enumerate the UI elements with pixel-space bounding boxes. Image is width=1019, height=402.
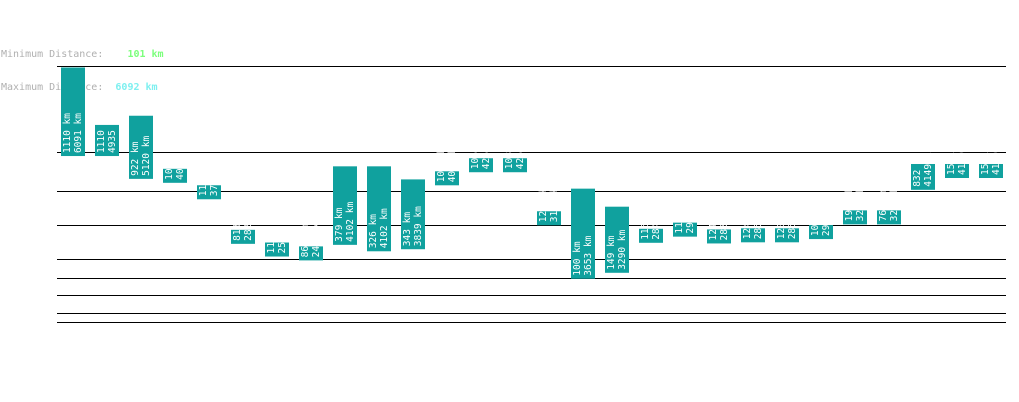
bar [843, 210, 867, 225]
bar [435, 171, 459, 186]
bar [741, 228, 765, 243]
bars [61, 67, 1003, 279]
bar-min-label: 1288 km [538, 182, 549, 222]
bar [605, 206, 629, 273]
bar [95, 124, 119, 157]
bar-max-label: 3290 km [617, 229, 628, 269]
bar-min-label: 1206 km [776, 199, 787, 239]
bar-min-label: 326 km [368, 214, 379, 249]
bar [401, 179, 425, 250]
bar-min-label: 149 km [606, 235, 617, 270]
bar-min-label: 1247 km [742, 199, 753, 239]
bar-max-label: 2824 km [243, 201, 254, 241]
bar-min-label: 1096 km [164, 139, 175, 179]
bar-max-label: 3721 km [209, 156, 220, 196]
bar [537, 211, 561, 226]
bar-max-label: 4002 km [447, 142, 458, 182]
bar-max-label: 3216 km [889, 181, 900, 221]
bar [775, 228, 799, 243]
bar-min-label: 1086 km [504, 129, 515, 169]
bar-min-label: 922 km [130, 141, 141, 176]
bar [673, 222, 697, 237]
bar-max-label: 4149 km [923, 146, 934, 186]
bar-min-label: 1581 km [980, 135, 991, 175]
bar [333, 166, 357, 245]
bar-max-label: 4149 km [957, 135, 968, 175]
bar-min-label: 1110 km [96, 113, 107, 153]
bar-min-label: 343 km [402, 212, 413, 247]
bar-max-label: 2832 km [719, 200, 730, 240]
bar-min-label: 1103 km [266, 213, 277, 253]
bar-max-label: 4935 km [107, 113, 118, 153]
bar [911, 163, 935, 190]
bar [197, 185, 221, 200]
legend-min-label: Minimum Distance: [1, 49, 104, 60]
bar-min-label: 1166 km [640, 199, 651, 239]
bar [163, 168, 187, 183]
legend-min-value: 101 km [127, 49, 164, 60]
bar-max-label: 2491 km [311, 217, 322, 257]
bar-max-label: 4149 km [991, 135, 1002, 175]
gridlines [57, 66, 1006, 323]
bar-max-label: 3216 km [855, 181, 866, 221]
bar-max-label: 6091 km [73, 113, 84, 153]
bar-max-label: 5120 km [141, 136, 152, 176]
bar [877, 210, 901, 225]
bar-max-label: 2855 km [753, 199, 764, 239]
bar [503, 158, 527, 173]
bar-max-label: 4265 km [515, 129, 526, 169]
bar-min-label: 379 km [334, 207, 345, 242]
bar [299, 246, 323, 261]
bar-max-label: 3839 km [413, 206, 424, 246]
bar-min-label: 1107 km [198, 156, 209, 196]
bar [639, 228, 663, 243]
legend-max-value: 6092 km [115, 82, 158, 93]
bar [469, 158, 493, 173]
bar [367, 166, 391, 252]
bar-max-label: 2855 km [787, 199, 798, 239]
bar-min-label: 763 km [878, 187, 889, 222]
bar-min-label: 1581 km [946, 135, 957, 175]
bar-max-label: 4052 km [175, 139, 186, 179]
bar [979, 163, 1003, 178]
bar-max-label: 3198 km [549, 182, 560, 222]
bar [809, 225, 833, 240]
bar-min-label: 1969 km [844, 181, 855, 221]
bar [231, 229, 255, 244]
bar [707, 229, 731, 244]
bar [945, 163, 969, 178]
bar-min-label: 867 km [300, 223, 311, 258]
bar-max-label: 4102 km [345, 202, 356, 242]
bar-max-label: 3653 km [583, 235, 594, 275]
bar-max-label: 2569 km [277, 213, 288, 253]
bar-max-label: 2845 km [651, 199, 662, 239]
bar [129, 115, 153, 179]
legend-min: Minimum Distance: 101 km [1, 49, 164, 60]
bar-min-label: 1060 km [470, 129, 481, 169]
bar-min-label: 1091 km [810, 196, 821, 236]
bar-min-label: 1247 km [708, 200, 719, 240]
bar-max-label: 4265 km [481, 129, 492, 169]
bar-min-label: 832 km [912, 152, 923, 187]
bar [571, 188, 595, 279]
bar [265, 242, 289, 257]
bar-max-label: 2920 km [821, 196, 832, 236]
bar-min-label: 1166 km [674, 193, 685, 233]
bar-min-label: 1047 km [436, 142, 447, 182]
bar-max-label: 4102 km [379, 208, 390, 248]
bar-min-label: 100 km [572, 241, 583, 276]
bar-max-label: 2969 km [685, 193, 696, 233]
bar [61, 67, 85, 157]
bar-min-label: 813 km [232, 206, 243, 241]
bar-min-label: 1110 km [62, 113, 73, 153]
